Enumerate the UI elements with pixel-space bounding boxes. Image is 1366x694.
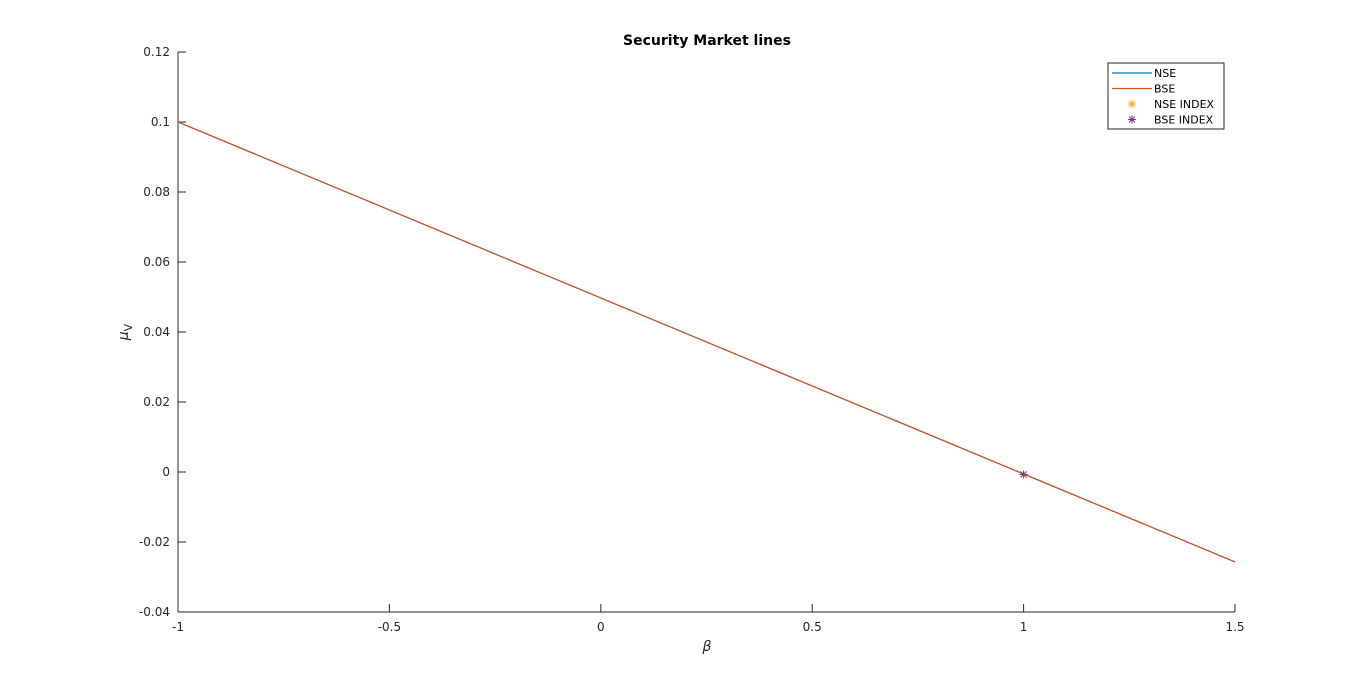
plot-lines xyxy=(177,121,1236,563)
plot-markers xyxy=(1019,470,1028,479)
series-line-bse xyxy=(177,121,1236,563)
legend-label-nse-index: NSE INDEX xyxy=(1154,98,1215,111)
y-axis-label-sub: V xyxy=(122,323,135,331)
series-marker-bse-index xyxy=(1019,470,1028,479)
y-tick-label: -0.04 xyxy=(139,605,170,619)
legend-box xyxy=(1107,62,1225,130)
x-tick-label: 0 xyxy=(597,620,605,634)
x-tick-label: 1 xyxy=(1020,620,1028,634)
legend-swatch-bse-index xyxy=(1128,115,1136,124)
y-tick-label: -0.02 xyxy=(139,535,170,549)
x-tick-label: -0.5 xyxy=(378,620,401,634)
y-tick-label: 0.04 xyxy=(143,325,170,339)
y-axis-label-main: μ xyxy=(116,331,132,341)
y-tick-label: 0.08 xyxy=(143,185,170,199)
chart-title: Security Market lines xyxy=(623,33,791,49)
axes: -1 -0.5 0 0.5 1 1.5 -0.04 -0.02 0 0.02 0.04 0.06 0.0… xyxy=(139,45,1245,634)
y-tick-label: 0.06 xyxy=(143,255,170,269)
legend-swatch-nse-index xyxy=(1128,100,1136,108)
legend: NSE BSE NSE INDEX BSE INDEX xyxy=(1107,62,1225,130)
legend-label-bse-index: BSE INDEX xyxy=(1154,114,1214,127)
x-tick-label: 1.5 xyxy=(1225,620,1244,634)
x-tick-label: -1 xyxy=(172,620,184,634)
x-tick-label: 0.5 xyxy=(803,620,822,634)
x-axis-label: β xyxy=(702,639,712,655)
y-tick-label: 0.12 xyxy=(143,45,170,59)
y-tick-label: 0.02 xyxy=(143,395,170,409)
y-tick-label: 0.1 xyxy=(151,115,170,129)
svg-text:μV: μV xyxy=(116,323,135,341)
y-axis-label: μV xyxy=(116,323,135,341)
legend-label-bse: BSE xyxy=(1154,83,1175,96)
y-tick-label: 0 xyxy=(162,465,170,479)
legend-label-nse: NSE xyxy=(1154,67,1176,80)
